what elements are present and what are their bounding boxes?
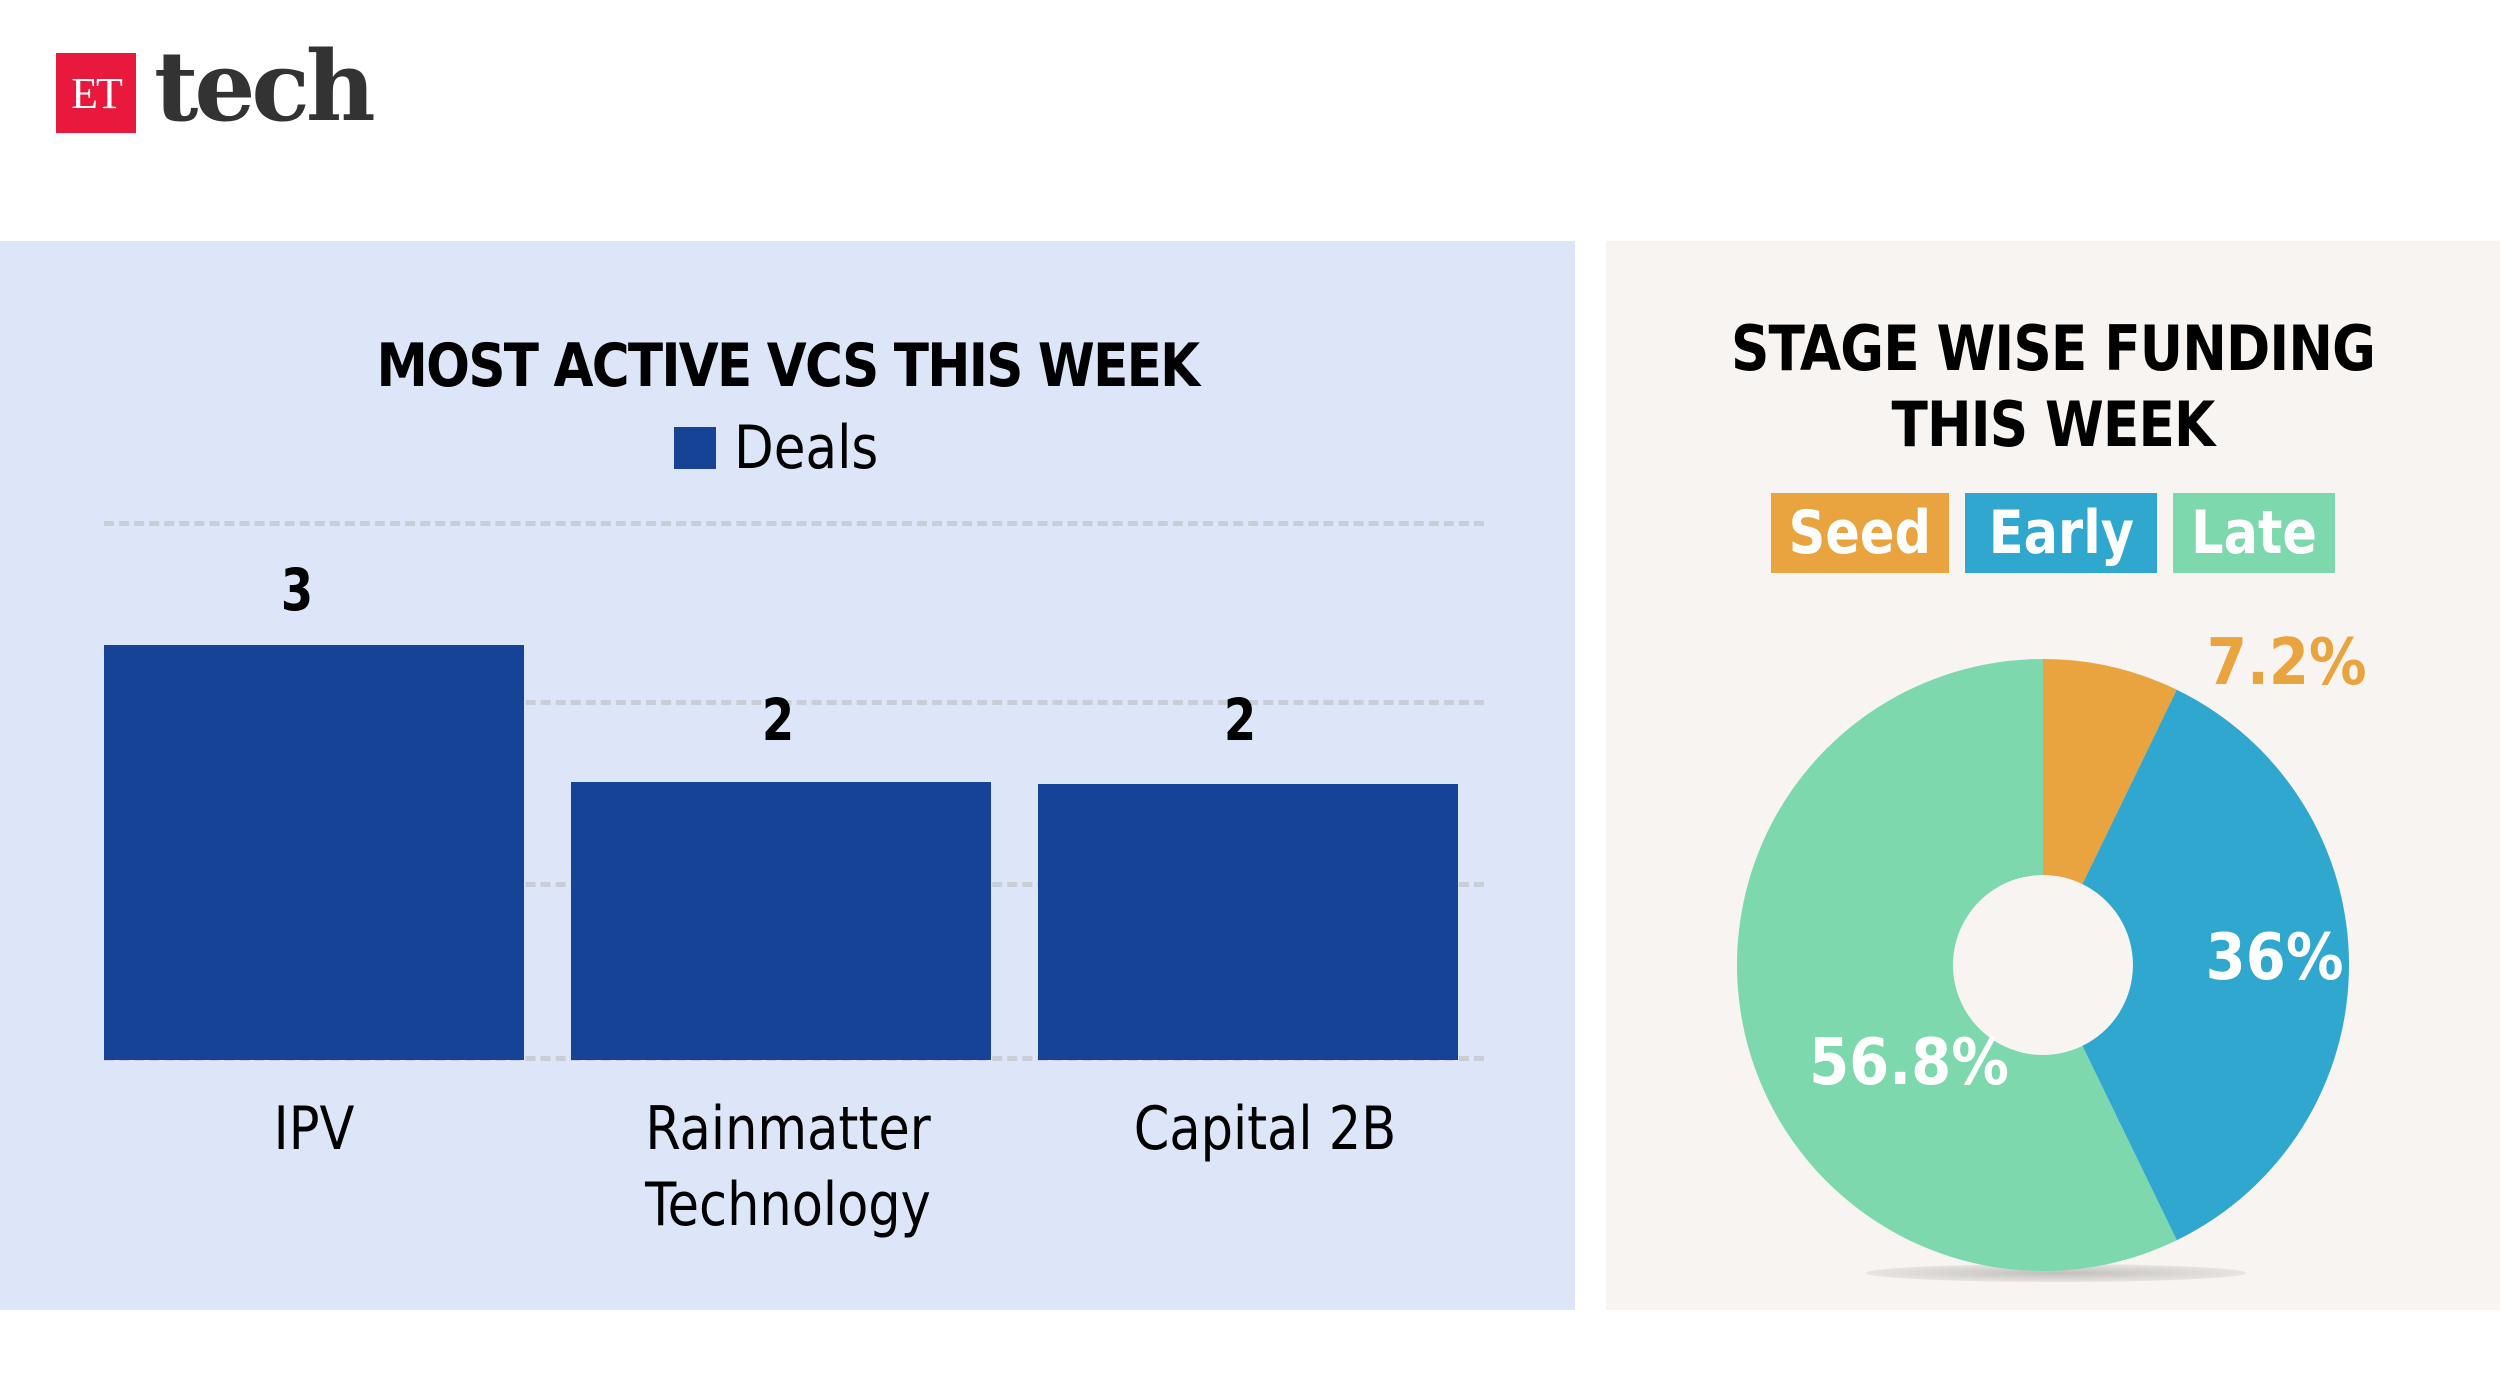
bar-chart-panel: MOST ACTIVE VCS THIS WEEK Deals 3 2 2 IP… <box>0 241 1575 1310</box>
pct-seed: 7.2% <box>2206 626 2367 700</box>
et-logo-text: ET <box>71 68 123 118</box>
legend-late-label: Late <box>2191 498 2317 568</box>
pct-late: 56.8% <box>1809 1026 2009 1100</box>
tech-logo-word: tech <box>154 30 376 143</box>
et-logo-box: ET <box>56 53 136 133</box>
donut-shadow <box>1866 1264 2246 1282</box>
x-label-line: IPV <box>273 1094 355 1164</box>
bar-ipv <box>104 645 524 1060</box>
slice-seed <box>2043 659 2177 885</box>
donut-legend: Seed Early Late <box>1606 493 2500 573</box>
x-label-ipv: IPV <box>136 1091 493 1167</box>
bar-rainmatter-technology <box>571 782 991 1060</box>
pct-early: 36% <box>2205 921 2344 995</box>
slice-early <box>2082 689 2350 1241</box>
legend-early: Early <box>1965 493 2157 573</box>
x-label-line: Rainmatter <box>645 1094 931 1164</box>
legend-early-label: Early <box>1988 498 2134 568</box>
bar-chart-title: MOST ACTIVE VCS THIS WEEK <box>376 331 1201 401</box>
donut-title-line2: THIS WEEK <box>1891 388 2215 461</box>
legend-seed: Seed <box>1771 493 1949 573</box>
donut-chart-title: STAGE WISE FUNDING THIS WEEK <box>1669 311 2438 463</box>
bar-capital-2b <box>1038 784 1458 1060</box>
slice-late <box>1737 659 2177 1271</box>
bar-chart-legend: Deals <box>0 413 1575 483</box>
x-label-capital-2b: Capital 2B <box>1087 1091 1444 1167</box>
legend-seed-label: Seed <box>1788 498 1932 568</box>
x-label-line: Technology <box>645 1170 931 1240</box>
legend-late: Late <box>2173 493 2335 573</box>
bar-value-capital-2b: 2 <box>1223 686 1257 754</box>
donut-title-line1: STAGE WISE FUNDING <box>1730 312 2376 385</box>
x-label-rainmatter-technology: Rainmatter Technology <box>610 1091 967 1243</box>
deals-legend-swatch <box>673 427 716 469</box>
et-tech-logo: ET tech <box>56 39 376 136</box>
donut-chart <box>1737 659 2350 1271</box>
bar-value-ipv: 3 <box>280 556 314 624</box>
x-label-line: Capital 2B <box>1133 1094 1397 1164</box>
bar-value-rainmatter: 2 <box>761 686 795 754</box>
deals-legend-label: Deals <box>733 413 878 483</box>
donut-chart-panel: STAGE WISE FUNDING THIS WEEK Seed Early … <box>1606 241 2500 1310</box>
gridline <box>104 700 1484 705</box>
gridline <box>104 521 1484 526</box>
